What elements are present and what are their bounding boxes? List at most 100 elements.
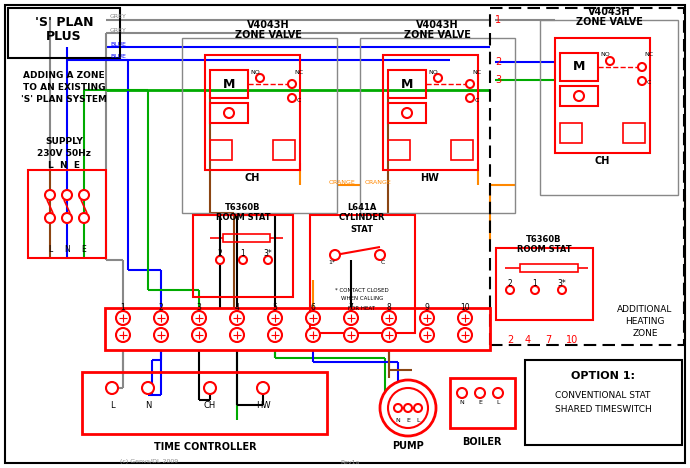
Bar — [560, 53, 598, 81]
Circle shape — [257, 382, 269, 394]
Text: WHEN CALLING: WHEN CALLING — [341, 297, 383, 301]
Bar — [105, 308, 490, 350]
Text: M: M — [223, 78, 235, 90]
Circle shape — [375, 250, 385, 260]
Text: N: N — [145, 401, 151, 410]
Bar — [451, 140, 473, 160]
Text: V4043H: V4043H — [415, 20, 458, 30]
Circle shape — [45, 190, 55, 200]
Text: ROOM STAT: ROOM STAT — [517, 246, 571, 255]
Text: 8: 8 — [386, 304, 391, 313]
Text: ORANGE: ORANGE — [365, 180, 392, 184]
Text: 230V 50Hz: 230V 50Hz — [37, 148, 91, 158]
Text: 'S' PLAN SYSTEM: 'S' PLAN SYSTEM — [21, 95, 107, 103]
Circle shape — [288, 94, 296, 102]
Text: N: N — [64, 246, 70, 255]
Circle shape — [394, 404, 402, 412]
Text: T6360B: T6360B — [225, 204, 261, 212]
Text: L: L — [496, 401, 500, 405]
Text: CYLINDER: CYLINDER — [339, 213, 385, 222]
Text: HEATING: HEATING — [625, 317, 664, 327]
Circle shape — [154, 328, 168, 342]
Bar — [450, 378, 515, 428]
Text: * CONTACT CLOSED: * CONTACT CLOSED — [335, 287, 389, 292]
Circle shape — [230, 328, 244, 342]
Bar — [223, 234, 270, 242]
Bar — [520, 264, 578, 272]
Text: 2: 2 — [507, 335, 513, 345]
Text: HW: HW — [256, 401, 270, 410]
Text: N: N — [395, 417, 400, 423]
Bar — [210, 103, 248, 123]
Text: BOILER: BOILER — [462, 437, 502, 447]
Bar — [490, 8, 684, 345]
Text: 'S' PLAN: 'S' PLAN — [34, 15, 93, 29]
Circle shape — [204, 382, 216, 394]
Circle shape — [288, 80, 296, 88]
Bar — [210, 140, 232, 160]
Text: V4043H: V4043H — [588, 7, 630, 17]
Text: OPTION 1:: OPTION 1: — [571, 371, 635, 381]
Circle shape — [142, 382, 154, 394]
Text: GREY: GREY — [110, 15, 127, 20]
Circle shape — [382, 311, 396, 325]
Text: E: E — [406, 417, 410, 423]
Text: 4: 4 — [525, 335, 531, 345]
Bar — [360, 38, 515, 213]
Text: TIME CONTROLLER: TIME CONTROLLER — [154, 442, 256, 452]
Text: GREY: GREY — [110, 28, 127, 32]
Text: ADDING A ZONE: ADDING A ZONE — [23, 71, 105, 80]
Text: 9: 9 — [424, 304, 429, 313]
Text: N: N — [460, 401, 464, 405]
Text: E: E — [478, 401, 482, 405]
Circle shape — [638, 77, 646, 85]
Circle shape — [79, 190, 89, 200]
Circle shape — [380, 380, 436, 436]
Text: ZONE VALVE: ZONE VALVE — [575, 17, 642, 27]
Text: 2: 2 — [495, 57, 501, 67]
Text: (c) Genvs/DL 2009: (c) Genvs/DL 2009 — [120, 460, 178, 465]
Text: T6360B: T6360B — [526, 235, 562, 244]
Text: C: C — [297, 97, 302, 102]
Circle shape — [216, 256, 224, 264]
Bar — [182, 38, 337, 213]
Text: ZONE: ZONE — [632, 329, 658, 338]
Bar — [28, 170, 106, 258]
Circle shape — [306, 311, 320, 325]
Text: C: C — [475, 97, 480, 102]
Bar — [273, 140, 295, 160]
Text: M: M — [401, 78, 413, 90]
Circle shape — [493, 388, 503, 398]
Text: FOR HEAT: FOR HEAT — [348, 306, 375, 310]
Text: L: L — [110, 401, 115, 410]
Text: PLUS: PLUS — [46, 30, 82, 44]
Circle shape — [404, 404, 412, 412]
Circle shape — [420, 328, 434, 342]
Text: E: E — [81, 246, 86, 255]
Text: NC: NC — [294, 70, 303, 74]
Circle shape — [62, 213, 72, 223]
Circle shape — [434, 74, 442, 82]
Bar — [540, 20, 678, 195]
Text: 7: 7 — [545, 335, 551, 345]
Text: CH: CH — [594, 156, 610, 166]
Bar — [210, 70, 248, 98]
Text: NC: NC — [644, 52, 653, 58]
Bar — [82, 372, 327, 434]
Circle shape — [466, 80, 474, 88]
Text: 1: 1 — [241, 249, 246, 257]
Circle shape — [230, 311, 244, 325]
Bar — [310, 215, 415, 333]
Text: ORANGE: ORANGE — [328, 180, 355, 184]
Text: 1*: 1* — [328, 261, 335, 265]
Circle shape — [638, 63, 646, 71]
Text: 4: 4 — [235, 304, 239, 313]
Text: NO: NO — [600, 52, 610, 58]
Text: TO AN EXISTING: TO AN EXISTING — [23, 82, 106, 92]
Bar — [560, 86, 598, 106]
Text: SUPPLY: SUPPLY — [45, 138, 83, 146]
Text: 2: 2 — [217, 249, 222, 257]
Text: 7: 7 — [348, 304, 353, 313]
Circle shape — [106, 382, 118, 394]
Text: STAT: STAT — [351, 225, 373, 234]
